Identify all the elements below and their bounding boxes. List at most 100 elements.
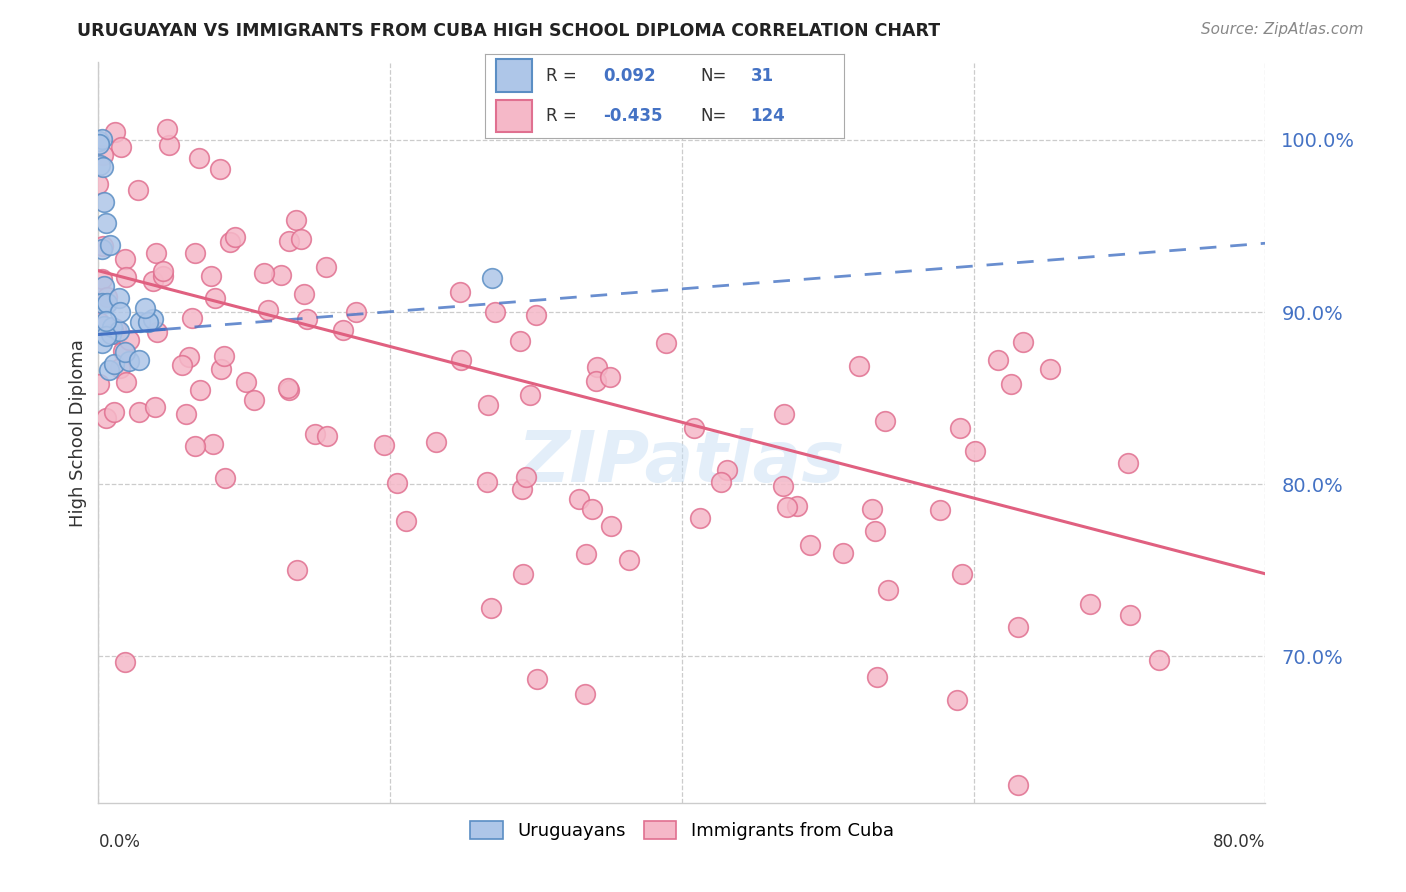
- Text: R =: R =: [546, 67, 576, 85]
- Point: [94, 215, 117, 229]
- Point: [114, 345, 136, 359]
- Point: [395, 514, 418, 528]
- Point: [142, 274, 165, 288]
- Point: [519, 387, 541, 401]
- Point: [1119, 608, 1142, 623]
- Point: [91, 132, 114, 146]
- Point: [143, 400, 166, 414]
- Point: [619, 552, 641, 566]
- Point: [172, 358, 194, 372]
- Text: -0.435: -0.435: [603, 107, 662, 125]
- Point: [209, 362, 232, 376]
- Point: [315, 260, 337, 274]
- Point: [568, 491, 591, 506]
- Point: [127, 182, 149, 196]
- Point: [128, 352, 150, 367]
- Point: [101, 323, 124, 337]
- Point: [202, 437, 225, 451]
- Point: [156, 121, 179, 136]
- Point: [292, 287, 315, 301]
- Point: [585, 374, 607, 388]
- Point: [152, 268, 174, 283]
- Point: [524, 308, 547, 322]
- Point: [115, 376, 138, 390]
- Point: [1039, 362, 1062, 376]
- Point: [188, 383, 211, 397]
- Point: [101, 320, 124, 334]
- Point: [945, 693, 967, 707]
- Point: [1007, 620, 1029, 634]
- Point: [93, 279, 115, 293]
- Point: [277, 381, 299, 395]
- Point: [295, 311, 318, 326]
- Point: [89, 158, 111, 172]
- Point: [96, 295, 118, 310]
- Text: 124: 124: [751, 107, 785, 125]
- Point: [136, 315, 159, 329]
- Point: [91, 239, 114, 253]
- Point: [373, 438, 395, 452]
- Point: [385, 476, 408, 491]
- Point: [949, 421, 972, 435]
- Point: [866, 670, 889, 684]
- Point: [157, 137, 180, 152]
- Point: [177, 350, 200, 364]
- Point: [108, 291, 131, 305]
- Legend: Uruguayans, Immigrants from Cuba: Uruguayans, Immigrants from Cuba: [463, 814, 901, 847]
- Point: [188, 152, 211, 166]
- Point: [860, 501, 883, 516]
- Point: [710, 475, 733, 489]
- Y-axis label: High School Diploma: High School Diploma: [69, 339, 87, 526]
- Point: [773, 407, 796, 421]
- Point: [270, 268, 292, 282]
- Point: [450, 353, 472, 368]
- Point: [479, 601, 502, 615]
- Point: [224, 229, 246, 244]
- Point: [114, 252, 136, 266]
- Point: [512, 566, 534, 581]
- Point: [877, 582, 900, 597]
- Point: [129, 315, 152, 329]
- Point: [108, 305, 131, 319]
- Point: [875, 414, 897, 428]
- Point: [87, 315, 110, 329]
- Point: [91, 272, 114, 286]
- Point: [98, 238, 121, 252]
- Point: [214, 471, 236, 485]
- Point: [218, 235, 240, 249]
- Point: [515, 470, 537, 484]
- Point: [103, 326, 125, 341]
- Point: [1116, 456, 1139, 470]
- Point: [290, 232, 312, 246]
- Point: [208, 161, 231, 176]
- Point: [848, 359, 870, 374]
- Point: [599, 519, 621, 533]
- Point: [204, 291, 226, 305]
- Point: [200, 269, 222, 284]
- Point: [599, 369, 621, 384]
- Point: [256, 302, 278, 317]
- Point: [278, 234, 301, 248]
- Text: URUGUAYAN VS IMMIGRANTS FROM CUBA HIGH SCHOOL DIPLOMA CORRELATION CHART: URUGUAYAN VS IMMIGRANTS FROM CUBA HIGH S…: [77, 22, 941, 40]
- Point: [285, 563, 308, 577]
- Point: [112, 344, 135, 359]
- Text: Source: ZipAtlas.com: Source: ZipAtlas.com: [1201, 22, 1364, 37]
- Point: [97, 363, 120, 377]
- Point: [94, 329, 117, 343]
- Text: 0.0%: 0.0%: [98, 833, 141, 851]
- Point: [108, 324, 131, 338]
- Point: [253, 266, 276, 280]
- Point: [776, 500, 799, 514]
- Point: [277, 383, 299, 397]
- Point: [142, 312, 165, 326]
- Point: [93, 195, 115, 210]
- Point: [100, 327, 122, 342]
- Point: [477, 398, 499, 412]
- Point: [105, 322, 128, 336]
- Bar: [496, 60, 531, 92]
- Point: [1000, 376, 1022, 391]
- Text: R =: R =: [546, 107, 576, 125]
- Point: [128, 405, 150, 419]
- Point: [118, 354, 141, 368]
- Point: [110, 140, 132, 154]
